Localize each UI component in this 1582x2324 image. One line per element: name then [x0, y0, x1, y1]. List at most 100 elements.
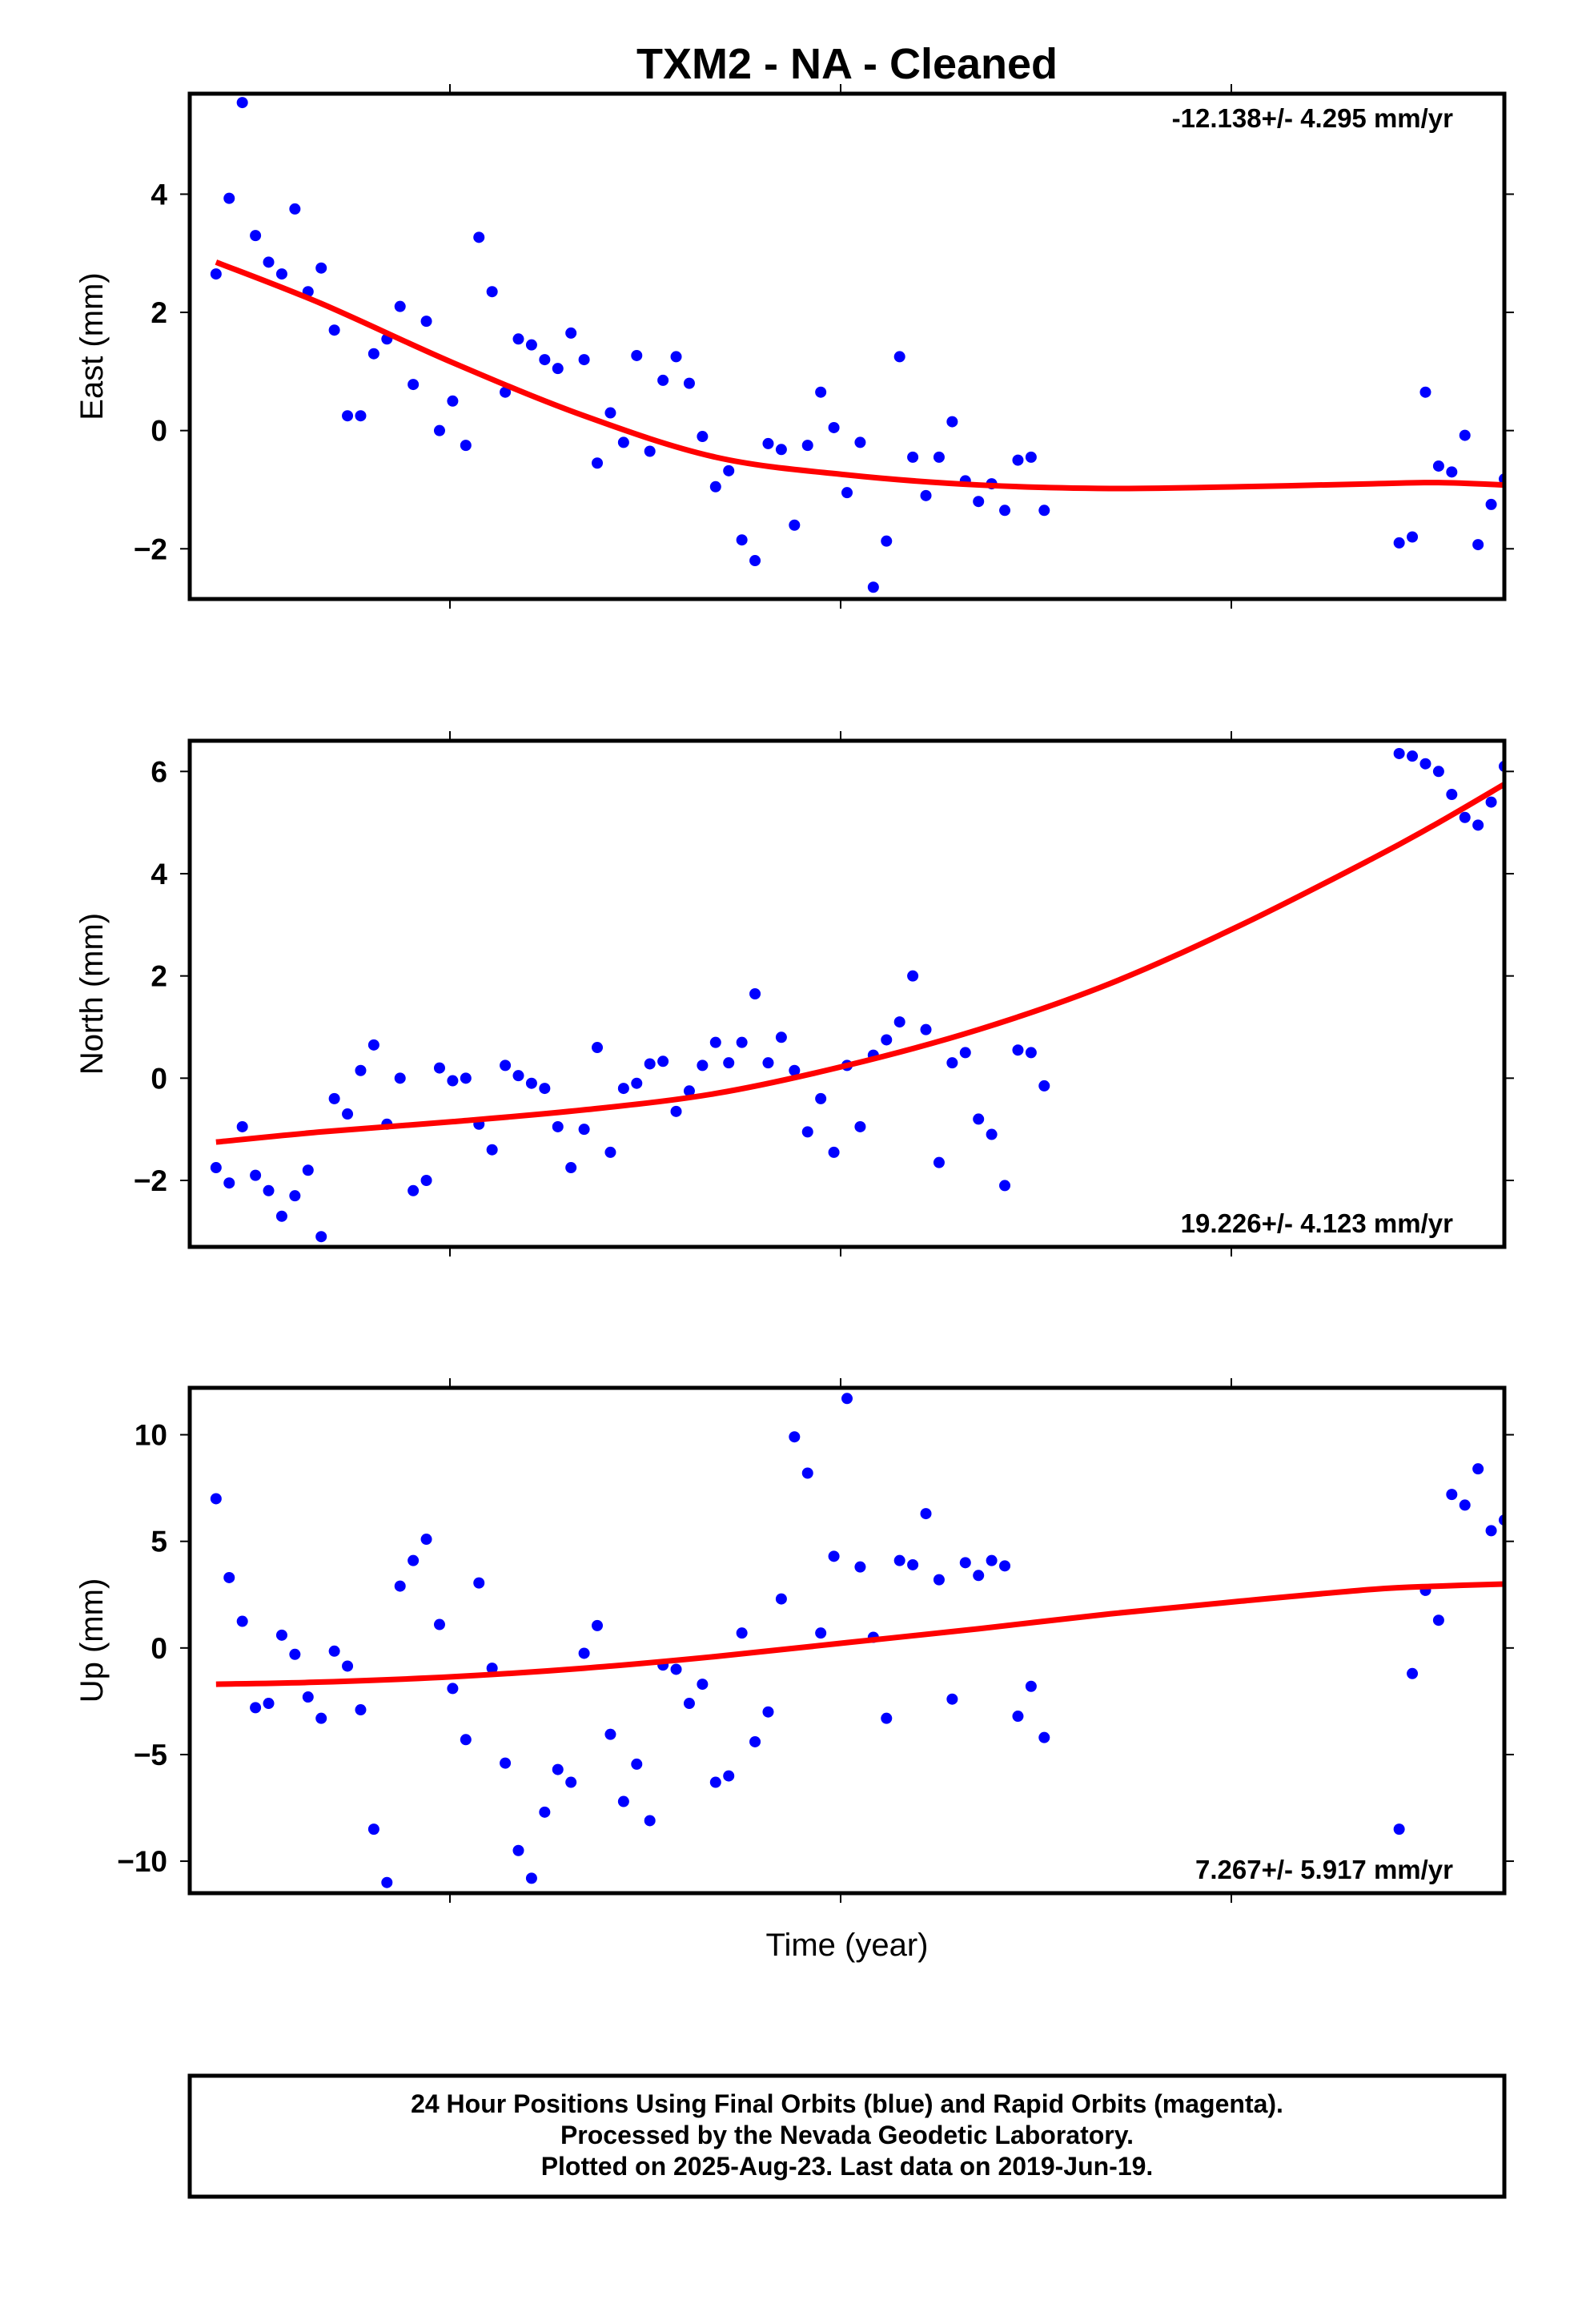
data-point — [933, 1574, 945, 1586]
data-point — [1485, 1525, 1497, 1537]
y-tick-label: 4 — [151, 178, 167, 211]
data-point — [552, 363, 564, 375]
data-point — [657, 374, 669, 386]
data-point — [1038, 1080, 1050, 1092]
data-point — [631, 1758, 643, 1770]
data-point — [578, 354, 590, 366]
data-point — [683, 1698, 695, 1710]
data-point — [749, 1735, 761, 1747]
data-point — [617, 1795, 629, 1807]
data-point — [408, 1184, 420, 1196]
y-tick-label: 2 — [151, 960, 167, 993]
data-point — [959, 1047, 971, 1059]
data-point — [736, 534, 748, 546]
data-point — [1393, 1823, 1405, 1835]
data-points — [210, 97, 1504, 593]
data-point — [1446, 1489, 1458, 1501]
data-point — [486, 286, 498, 298]
y-tick-label: 0 — [151, 1062, 167, 1095]
data-point — [381, 1876, 393, 1888]
data-point — [1038, 1731, 1050, 1743]
data-point — [801, 1467, 813, 1479]
data-point — [512, 333, 524, 345]
data-point — [854, 436, 866, 448]
data-point — [223, 1571, 235, 1583]
data-point — [315, 1231, 327, 1243]
data-point — [854, 1561, 866, 1573]
data-point — [881, 535, 893, 547]
data-point — [1025, 1047, 1037, 1059]
data-point — [1419, 758, 1431, 770]
data-point — [539, 354, 551, 366]
data-point — [328, 1645, 340, 1657]
data-point — [460, 1072, 472, 1084]
data-point — [933, 1156, 945, 1168]
data-point — [1432, 766, 1444, 778]
data-point — [801, 1126, 813, 1138]
data-point — [801, 440, 813, 452]
data-point — [1012, 454, 1024, 466]
data-point — [644, 445, 656, 457]
data-point — [604, 407, 616, 419]
data-point — [999, 1180, 1011, 1192]
data-point — [394, 1580, 406, 1592]
data-point — [263, 256, 275, 268]
data-point — [775, 1593, 787, 1605]
footer-line-3: Plotted on 2025-Aug-23. Last data on 201… — [541, 2152, 1154, 2181]
data-point — [315, 1712, 327, 1724]
data-point — [420, 1175, 432, 1187]
y-axis-label: Up (mm) — [74, 1578, 110, 1703]
data-point — [420, 1534, 432, 1546]
footer-line-2: Processed by the Nevada Geodetic Laborat… — [560, 2121, 1134, 2149]
data-point — [447, 1075, 459, 1087]
plot-frame — [187, 738, 1507, 1249]
rate-label: 19.226+/- 4.123 mm/yr — [1181, 1208, 1453, 1238]
data-point — [447, 395, 459, 407]
data-point — [617, 436, 629, 448]
data-point — [1407, 1667, 1419, 1679]
data-point — [893, 1554, 905, 1566]
data-point — [486, 1144, 498, 1156]
data-point — [1446, 789, 1458, 801]
data-point — [1025, 1680, 1037, 1692]
data-point — [275, 268, 287, 280]
data-point — [709, 480, 721, 493]
data-point — [973, 1570, 985, 1582]
data-point — [236, 1120, 248, 1132]
y-axis-label: North (mm) — [74, 913, 110, 1075]
data-point — [881, 1034, 893, 1046]
data-point — [367, 348, 379, 360]
data-point — [289, 1190, 301, 1202]
data-point — [500, 386, 512, 398]
data-point — [893, 351, 905, 363]
up-panel: −10 −5 0 5 10 Up (mm) 7.267+/- 5.917 mm/yr — [74, 1378, 1514, 1903]
data-point — [1459, 811, 1471, 823]
data-point — [1012, 1711, 1024, 1723]
data-point — [709, 1036, 721, 1048]
data-point — [749, 555, 761, 567]
plot-frame — [187, 91, 1507, 601]
y-tick-label: 0 — [151, 415, 167, 448]
data-point — [920, 1023, 932, 1035]
data-point — [500, 1757, 512, 1769]
data-point — [670, 1663, 682, 1675]
data-point — [367, 1039, 379, 1051]
y-tick-label: −5 — [134, 1739, 167, 1771]
data-point — [828, 421, 840, 433]
data-point — [592, 1619, 604, 1631]
data-point — [592, 1042, 604, 1054]
plot-frame — [187, 1385, 1507, 1896]
data-point — [565, 1162, 577, 1174]
data-point — [525, 1077, 537, 1089]
data-point — [473, 231, 485, 243]
data-point — [736, 1036, 748, 1048]
data-point — [631, 349, 643, 361]
data-point — [592, 457, 604, 469]
data-point — [697, 1059, 709, 1072]
data-point — [644, 1815, 656, 1827]
data-point — [749, 988, 761, 999]
data-point — [999, 1560, 1011, 1572]
data-point — [500, 1059, 512, 1072]
data-point — [394, 1072, 406, 1084]
footer-box: 24 Hour Positions Using Final Orbits (bl… — [187, 2073, 1507, 2199]
